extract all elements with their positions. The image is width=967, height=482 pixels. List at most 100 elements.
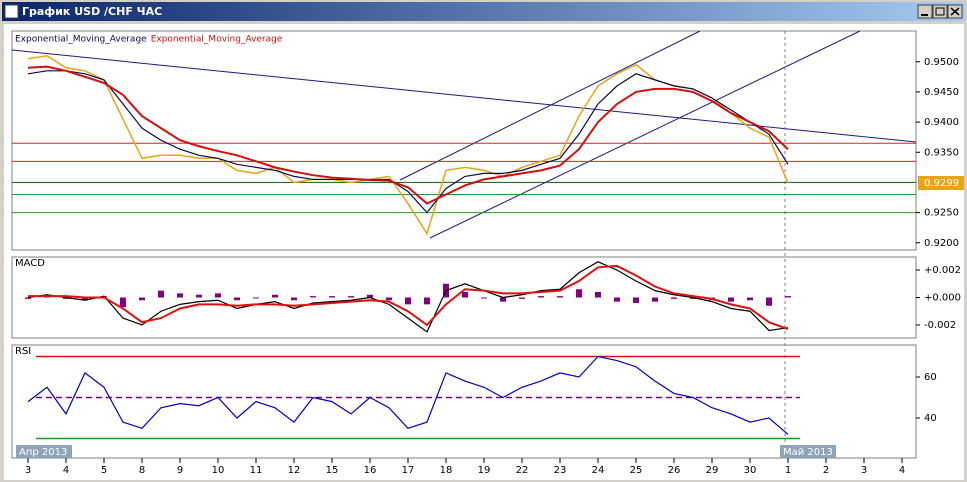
x-tick-label: 25 xyxy=(630,465,643,476)
x-tick-label: 9 xyxy=(177,465,183,476)
histogram-bar xyxy=(291,297,297,301)
histogram-bar xyxy=(367,294,373,298)
x-tick-label: 22 xyxy=(516,465,529,476)
last-value-label: 0.9299 xyxy=(924,178,959,189)
histogram-bar xyxy=(462,292,468,298)
x-tick-label: 18 xyxy=(440,465,453,476)
y-tick-label: 40 xyxy=(924,413,937,424)
title-bar xyxy=(2,2,965,21)
x-tick-label: 1 xyxy=(785,465,791,476)
window-title: График USD /CHF ЧАС xyxy=(22,5,162,18)
x-tick-label: 19 xyxy=(478,465,491,476)
histogram-bar xyxy=(766,297,772,306)
series-line xyxy=(27,70,789,214)
histogram-bar xyxy=(595,292,601,298)
histogram-bar xyxy=(557,296,563,298)
x-tick-label: 2 xyxy=(823,465,829,476)
series-line xyxy=(27,65,789,205)
histogram-bar xyxy=(519,297,525,299)
histogram-bar xyxy=(63,297,69,299)
histogram-bar xyxy=(785,296,791,298)
trend-lines xyxy=(11,30,917,239)
last-value-box xyxy=(918,176,964,191)
histogram-bar xyxy=(234,297,240,301)
x-tick-label: 24 xyxy=(592,465,605,476)
y-tick-label: 0.9200 xyxy=(924,238,959,249)
histogram-bar xyxy=(614,297,620,302)
series-line xyxy=(27,355,789,435)
histogram-bar xyxy=(215,293,221,298)
histogram-bar xyxy=(329,296,335,298)
histogram-bar xyxy=(25,297,31,299)
y-tick-label: 60 xyxy=(924,372,937,383)
legend-entry: Exponential_Moving_Average xyxy=(151,35,283,45)
histogram-bar xyxy=(405,297,411,305)
x-tick-label: 4 xyxy=(899,465,905,476)
histogram-bar xyxy=(253,297,259,299)
x-tick-label: 29 xyxy=(706,465,719,476)
x-tick-label: 3 xyxy=(861,465,867,476)
window-icon xyxy=(4,4,19,19)
channel-line xyxy=(399,30,701,181)
trend-line xyxy=(11,49,917,143)
x-tick-label: 8 xyxy=(139,465,145,476)
y-tick-label: 0.9450 xyxy=(924,87,959,98)
y-tick-label: -0.002 xyxy=(924,320,956,331)
period-label: Май 2013 xyxy=(783,447,833,458)
x-tick-label: 5 xyxy=(101,465,107,476)
histogram-bar xyxy=(310,296,316,298)
histogram-bar xyxy=(671,297,677,299)
panel-title: RSI xyxy=(15,346,31,357)
histogram-bar xyxy=(728,297,734,302)
histogram-bar xyxy=(82,297,88,301)
histogram-bar xyxy=(158,290,164,298)
histogram-bar xyxy=(576,289,582,298)
period-label-box xyxy=(780,445,836,458)
histogram-bar xyxy=(424,297,430,305)
x-tick-label: 12 xyxy=(288,465,301,476)
y-tick-label: 0.9400 xyxy=(924,117,959,128)
period-label: Апр 2013 xyxy=(19,447,67,458)
histogram-bar xyxy=(120,297,126,308)
histogram-bar xyxy=(500,297,506,302)
histogram-bar xyxy=(747,297,753,301)
histogram-bar xyxy=(348,296,354,298)
x-tick-label: 17 xyxy=(402,465,415,476)
y-tick-label: +0.000 xyxy=(924,293,961,304)
x-tick-label: 11 xyxy=(250,465,263,476)
y-tick-label: 0.9500 xyxy=(924,57,959,68)
histogram-bar xyxy=(481,297,487,299)
y-tick-label: 0.9250 xyxy=(924,208,959,219)
x-tick-label: 23 xyxy=(554,465,567,476)
y-tick-label: 0.9350 xyxy=(924,147,959,158)
channel-line xyxy=(429,30,861,239)
histogram-bar xyxy=(139,297,145,301)
close-glyph xyxy=(950,7,960,16)
maximize-glyph xyxy=(935,7,945,16)
x-tick-label: 3 xyxy=(25,465,31,476)
x-tick-label: 26 xyxy=(668,465,681,476)
x-tick-label: 16 xyxy=(364,465,377,476)
series-line xyxy=(27,261,789,333)
y-tick-label: +0.002 xyxy=(924,265,961,276)
histogram-bar xyxy=(690,297,696,299)
x-tick-label: 15 xyxy=(326,465,339,476)
histogram-bar xyxy=(272,294,278,298)
histogram-bar xyxy=(633,297,639,303)
period-label-box xyxy=(16,445,72,458)
rsi-panel xyxy=(11,344,917,459)
series-line xyxy=(28,264,789,331)
histogram-bar xyxy=(177,293,183,298)
window-buttons[interactable] xyxy=(917,4,963,19)
x-tick-label: 4 xyxy=(63,465,69,476)
histogram-bar xyxy=(538,296,544,298)
legend-entry: Exponential_Moving_Average xyxy=(15,35,147,45)
panel-title: MACD xyxy=(15,258,45,269)
x-tick-label: 30 xyxy=(744,465,757,476)
maximize-button[interactable] xyxy=(932,4,948,19)
histogram-bar xyxy=(196,294,202,298)
minimize-button[interactable] xyxy=(917,4,933,19)
histogram-bar xyxy=(386,297,392,301)
